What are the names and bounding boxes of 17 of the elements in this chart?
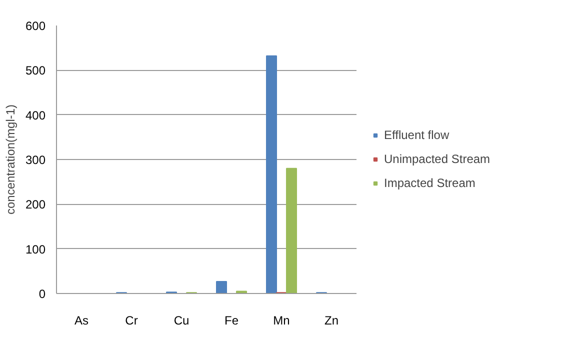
y-tick-label: 600 [25, 19, 46, 33]
x-tick-label: Cu [174, 314, 190, 328]
y-axis-title: concentration(mgl-1) [3, 104, 18, 215]
x-tick-label: As [74, 314, 89, 328]
legend-label: Unimpacted Stream [384, 152, 490, 166]
y-tick-label: 200 [25, 198, 46, 212]
x-tick-label: Cr [125, 314, 138, 328]
x-tick-label: Mn [273, 314, 290, 328]
legend-label: Effluent flow [384, 128, 450, 142]
x-tick-label: Zn [324, 314, 339, 328]
y-tick-label: 100 [25, 242, 46, 256]
y-tick-label: 500 [25, 64, 46, 78]
x-tick-label: Fe [224, 314, 239, 328]
y-tick-label: 400 [25, 108, 46, 122]
y-tick-label: 300 [25, 153, 46, 167]
y-tick-label: 0 [38, 287, 46, 301]
legend-label: Impacted Stream [384, 176, 476, 190]
